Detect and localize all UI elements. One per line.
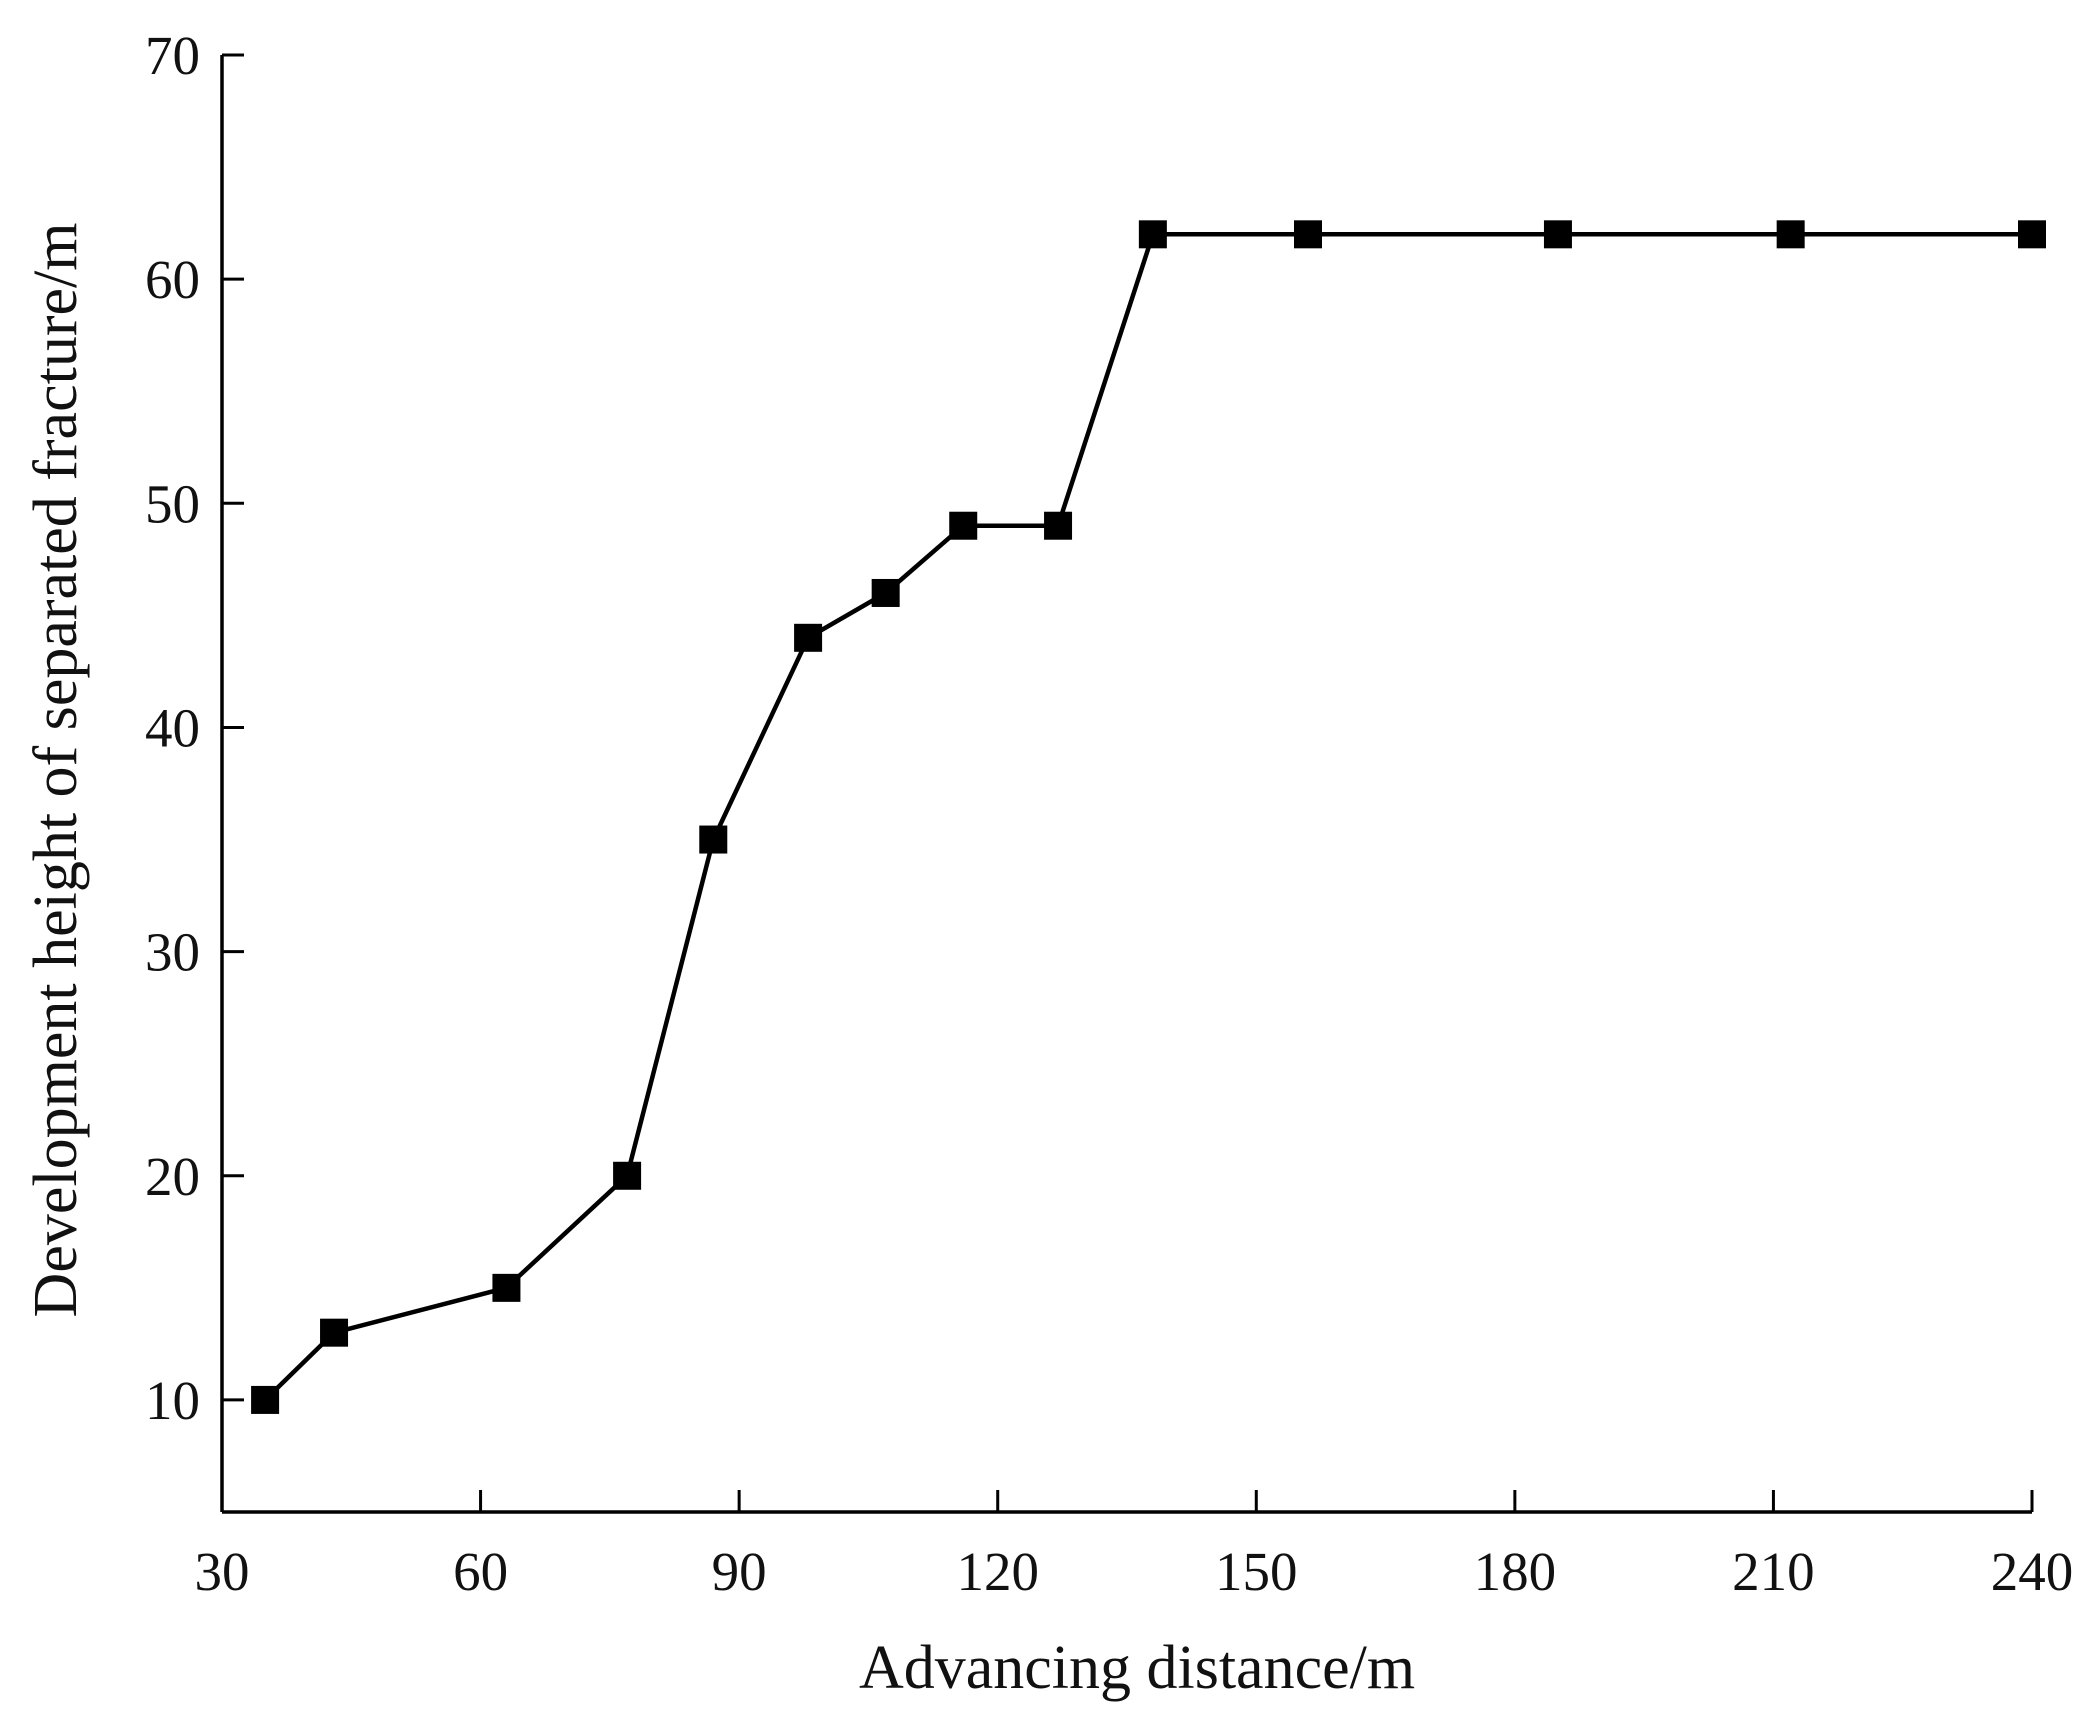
x-tick-label: 240	[1991, 1541, 2074, 1602]
y-tick-label: 20	[145, 1146, 200, 1207]
x-tick-label: 90	[712, 1541, 767, 1602]
x-tick-label: 180	[1474, 1541, 1557, 1602]
x-tick-label: 30	[195, 1541, 250, 1602]
data-point-marker	[1776, 220, 1805, 249]
y-tick-label: 10	[145, 1370, 200, 1431]
axes	[220, 55, 2032, 1514]
data-point-marker	[1044, 511, 1073, 540]
data-point-marker	[871, 578, 900, 607]
data-point-marker	[2018, 220, 2046, 249]
data-point-marker	[699, 825, 728, 854]
y-axis-title: Development height of separated fracture…	[22, 223, 90, 1318]
data-point-marker	[1138, 220, 1167, 249]
data-point-marker	[320, 1318, 349, 1347]
y-tick-label: 30	[145, 922, 200, 983]
y-tick-label: 60	[145, 249, 200, 310]
x-tick-label: 210	[1732, 1541, 1815, 1602]
y-axis-ticks: 10 20 30 40 50 60 70	[145, 25, 244, 1431]
series-line	[263, 232, 2032, 1402]
x-tick-label: 60	[453, 1541, 508, 1602]
series-group	[251, 220, 2046, 1414]
x-axis-title: Advancing distance/m	[859, 1634, 1415, 1702]
x-axis-ticks: 30 60 90 120 150 180 210 240	[195, 1490, 2074, 1602]
x-tick-label: 150	[1215, 1541, 1298, 1602]
data-point-marker	[1294, 220, 1322, 249]
data-point-marker	[794, 623, 823, 652]
data-point-marker	[251, 1385, 280, 1414]
x-tick-label: 120	[956, 1541, 1039, 1602]
y-tick-label: 70	[145, 25, 200, 86]
y-tick-label: 40	[145, 697, 200, 758]
data-point-marker	[949, 511, 978, 540]
data-point-marker	[613, 1161, 642, 1190]
data-point-marker	[1543, 220, 1572, 249]
data-point-marker	[492, 1273, 521, 1302]
y-tick-label: 50	[145, 473, 200, 534]
